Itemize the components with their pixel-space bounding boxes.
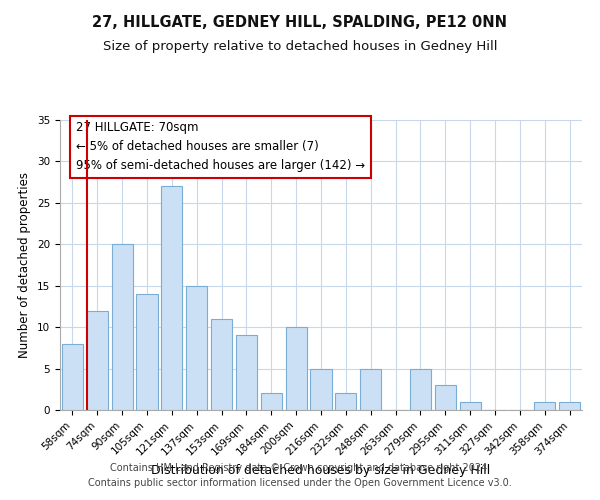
- Bar: [211, 319, 232, 410]
- Bar: [460, 402, 481, 410]
- Bar: [161, 186, 182, 410]
- Bar: [236, 336, 257, 410]
- Bar: [310, 368, 332, 410]
- Text: 27, HILLGATE, GEDNEY HILL, SPALDING, PE12 0NN: 27, HILLGATE, GEDNEY HILL, SPALDING, PE1…: [92, 15, 508, 30]
- Bar: [410, 368, 431, 410]
- Bar: [261, 394, 282, 410]
- Bar: [87, 310, 108, 410]
- Bar: [335, 394, 356, 410]
- Bar: [186, 286, 207, 410]
- Bar: [286, 327, 307, 410]
- X-axis label: Distribution of detached houses by size in Gedney Hill: Distribution of detached houses by size …: [151, 464, 491, 476]
- Text: 27 HILLGATE: 70sqm
← 5% of detached houses are smaller (7)
95% of semi-detached : 27 HILLGATE: 70sqm ← 5% of detached hous…: [76, 122, 365, 172]
- Bar: [360, 368, 381, 410]
- Text: Contains HM Land Registry data © Crown copyright and database right 2024.
Contai: Contains HM Land Registry data © Crown c…: [88, 462, 512, 487]
- Bar: [435, 385, 456, 410]
- Bar: [136, 294, 158, 410]
- Bar: [112, 244, 133, 410]
- Bar: [534, 402, 555, 410]
- Text: Size of property relative to detached houses in Gedney Hill: Size of property relative to detached ho…: [103, 40, 497, 53]
- Bar: [62, 344, 83, 410]
- Bar: [559, 402, 580, 410]
- Y-axis label: Number of detached properties: Number of detached properties: [19, 172, 31, 358]
